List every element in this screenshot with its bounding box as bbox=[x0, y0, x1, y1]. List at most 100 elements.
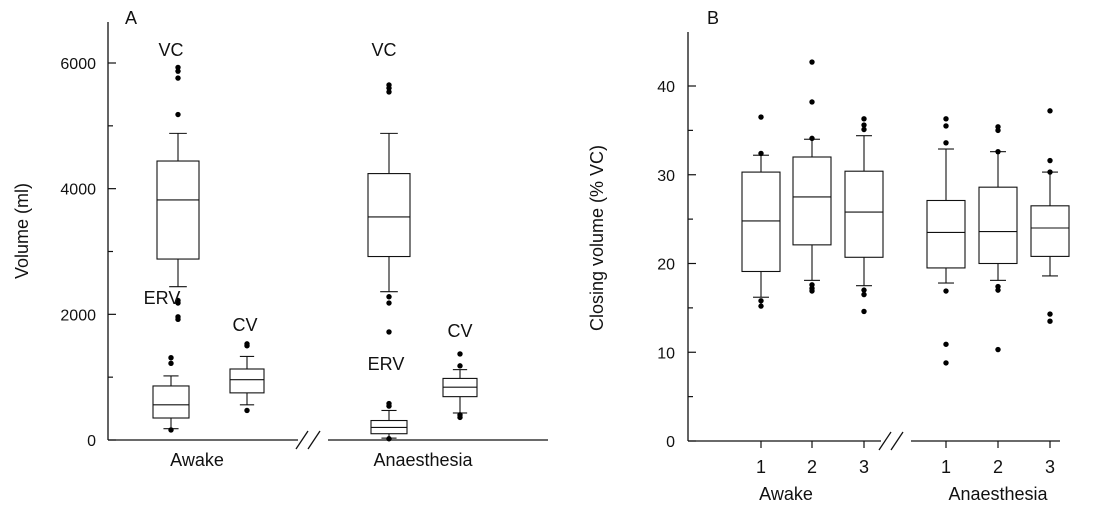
panel-a-erv-outlier-2 bbox=[386, 400, 392, 407]
panel-a-ytick-label: 0 bbox=[87, 433, 96, 450]
panel-a-ytick-label: 6000 bbox=[60, 56, 96, 73]
panel-b-awake-3-outlier-0 bbox=[861, 308, 867, 315]
panel-a-box-anaesthesia-cv bbox=[442, 351, 478, 421]
panel-b-awake-2-outlier-5 bbox=[809, 59, 815, 65]
panel-b-anaesthesia-2-outlier-0 bbox=[995, 346, 1001, 353]
panel-a-ytick-label: 4000 bbox=[60, 182, 96, 199]
panel-a-vc-outlier-7 bbox=[175, 316, 181, 323]
panel-b-box-anaesthesia-2 bbox=[978, 124, 1018, 353]
panel-b-box-anaesthesia-3 bbox=[1030, 108, 1070, 324]
axis-break-gap bbox=[881, 436, 911, 446]
panel-b-ytick-label: 30 bbox=[657, 168, 675, 185]
panel-b-anaesthesia-1-outlier-5 bbox=[943, 116, 949, 122]
panel-a-vc-outlier-4 bbox=[386, 300, 392, 306]
axis-break-mark bbox=[295, 430, 328, 450]
panel-b-ytick-label: 20 bbox=[657, 257, 675, 274]
panel-a-vc-outlier-2 bbox=[386, 82, 392, 88]
panel-b-awake-3-outlier-5 bbox=[861, 116, 867, 122]
panel-a-box-awake-erv bbox=[152, 354, 190, 433]
panel-b-ytick-label: 10 bbox=[657, 345, 675, 362]
panel-b-awake-3-outlier-1 bbox=[861, 291, 867, 298]
panel-a-box-awake-cv bbox=[229, 341, 265, 414]
panel-b-xtick-label: 3 bbox=[859, 457, 869, 477]
panel-a-erv-box bbox=[152, 385, 190, 419]
panel-a-box-label: VC bbox=[371, 40, 396, 60]
panel-a-box-label: ERV bbox=[368, 354, 405, 374]
panel-b-box-anaesthesia-1 bbox=[926, 116, 966, 366]
panel-b-awake-3-outlier-2 bbox=[861, 287, 867, 293]
panel-b-anaesthesia-1-outlier-0 bbox=[943, 360, 949, 366]
panel-b-awake-1-outlier-2 bbox=[758, 150, 764, 157]
panel-b-anaesthesia-2-outlier-2 bbox=[995, 283, 1001, 290]
panel-a-box-label: ERV bbox=[144, 288, 181, 308]
panel-a-group-label-anaesthesia: Anaesthesia bbox=[373, 450, 473, 470]
axis-break-slash-1 bbox=[878, 431, 892, 451]
panel-a-cv-outlier-0 bbox=[244, 407, 250, 414]
panel-a-cv-box bbox=[229, 368, 265, 394]
panel-b-anaesthesia-2-outlier-3 bbox=[995, 148, 1001, 155]
panel-b-anaesthesia-1-outlier-4 bbox=[943, 123, 949, 129]
panel-b-anaesthesia-3-outlier-3 bbox=[1047, 157, 1053, 164]
panel-a-vc-outlier-5 bbox=[386, 329, 392, 335]
panel-a-vc-box bbox=[367, 173, 411, 258]
panel-b-box-awake-3 bbox=[844, 116, 884, 315]
panel-a-vc-outlier-5 bbox=[175, 300, 181, 306]
panel-b-awake-1-outlier-3 bbox=[758, 114, 764, 120]
panel-b-xtick-label: 1 bbox=[941, 457, 951, 477]
axis-break-slash-2 bbox=[890, 431, 904, 451]
panel-b-anaesthesia-1-outlier-3 bbox=[943, 140, 949, 146]
panel-a-box-label: CV bbox=[232, 315, 257, 335]
panel-b-awake-3-outlier-3 bbox=[861, 126, 867, 133]
panel-a-vc-outlier-0 bbox=[175, 111, 181, 118]
panel-b-box-awake-2 bbox=[792, 59, 832, 294]
axis-break-gap bbox=[298, 435, 328, 445]
panel-b-ytick-label: 0 bbox=[666, 434, 675, 451]
panel-a-erv-outlier-0 bbox=[386, 436, 392, 442]
panel-b-anaesthesia-1-outlier-2 bbox=[943, 288, 949, 294]
panel-b-xtick-label: 1 bbox=[756, 457, 766, 477]
panel-b-awake-2-box bbox=[792, 156, 832, 246]
panel-b-awake-1-box bbox=[741, 171, 781, 273]
panel-a-box-anaesthesia-vc bbox=[367, 82, 411, 335]
panel-a-group-label-awake: Awake bbox=[170, 450, 224, 470]
panel-a-erv-outlier-2 bbox=[168, 354, 174, 361]
panel-b-y-label: Closing volume (% VC) bbox=[587, 145, 607, 331]
panel-a-cv-outlier-3 bbox=[457, 351, 463, 357]
panel-a-label: A bbox=[125, 8, 137, 28]
panel-a-erv-outlier-0 bbox=[168, 427, 174, 433]
panel-b-group-label-anaesthesia: Anaesthesia bbox=[948, 484, 1048, 504]
panel-b-anaesthesia-3-outlier-2 bbox=[1047, 169, 1053, 175]
panel-a-vc-outlier-3 bbox=[175, 64, 181, 71]
panel-b-anaesthesia-3-outlier-4 bbox=[1047, 108, 1053, 114]
panel-b-anaesthesia-3-outlier-1 bbox=[1047, 311, 1053, 317]
panel-a-cv-outlier-2 bbox=[457, 363, 463, 369]
panel-b-anaesthesia-2-box bbox=[978, 186, 1018, 265]
panel-b-box-awake-1 bbox=[741, 114, 781, 309]
panel-b-awake-3-box bbox=[844, 170, 884, 258]
panel-a-box-anaesthesia-erv bbox=[370, 400, 408, 442]
panel-a-ytick-label: 2000 bbox=[60, 307, 96, 324]
panel-a-box-label: VC bbox=[158, 40, 183, 60]
axis-break-slash-1 bbox=[295, 430, 309, 450]
panel-b-ytick-label: 40 bbox=[657, 79, 675, 96]
panel-a-erv-outlier-1 bbox=[168, 360, 174, 367]
panel-a-vc-outlier-0 bbox=[386, 89, 392, 95]
panel-b-awake-2-outlier-2 bbox=[809, 282, 815, 288]
panel-b-awake-1-outlier-1 bbox=[758, 298, 764, 304]
panel-a-cv-outlier-1 bbox=[457, 412, 463, 418]
panel-b-awake-2-outlier-4 bbox=[809, 99, 815, 105]
panel-b-xtick-label: 2 bbox=[807, 457, 817, 477]
panel-b-anaesthesia-3-box bbox=[1030, 205, 1070, 257]
panel-b-group-label-awake: Awake bbox=[759, 484, 813, 504]
panel-a-vc-box bbox=[156, 160, 200, 260]
panel-b-anaesthesia-3-outlier-0 bbox=[1047, 318, 1053, 324]
panel-a-vc-outlier-3 bbox=[386, 294, 392, 300]
panel-a-vc-outlier-2 bbox=[175, 68, 181, 74]
panel-a-box-label: CV bbox=[447, 321, 472, 341]
panel-b-awake-3-outlier-4 bbox=[861, 122, 867, 128]
panel-b-anaesthesia-1-outlier-1 bbox=[943, 341, 949, 347]
panel-b-anaesthesia-2-outlier-5 bbox=[995, 124, 1001, 130]
panel-b-label: B bbox=[707, 8, 719, 28]
panel-a-vc-outlier-1 bbox=[175, 75, 181, 81]
